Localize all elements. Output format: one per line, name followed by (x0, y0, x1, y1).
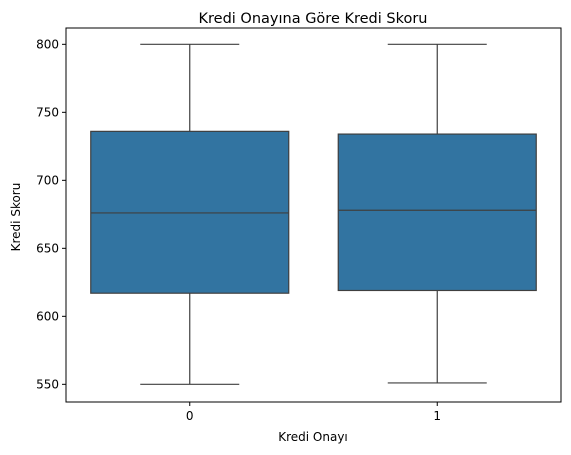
box-iqr (337, 133, 537, 292)
plot-frame (65, 27, 562, 403)
y-axis-ticks: 550 600 650 700 750 800 (36, 37, 66, 391)
box-category-1 (337, 43, 537, 384)
x-tick-label: 0 (186, 409, 194, 423)
y-tick-label: 700 (36, 173, 59, 187)
y-axis-label: Kredi Skoru (9, 183, 23, 252)
boxes-group (90, 43, 537, 385)
box-category-0 (90, 43, 290, 385)
x-tick-label: 1 (433, 409, 441, 423)
chart-title: Kredi Onayına Göre Kredi Skoru (199, 11, 428, 27)
y-tick-label: 750 (36, 105, 59, 119)
y-tick-label: 800 (36, 37, 59, 51)
box-iqr (90, 130, 290, 294)
y-tick-label: 600 (36, 309, 59, 323)
y-tick-label: 650 (36, 241, 59, 255)
x-axis-label: Kredi Onayı (278, 430, 348, 444)
y-tick-label: 550 (36, 377, 59, 391)
